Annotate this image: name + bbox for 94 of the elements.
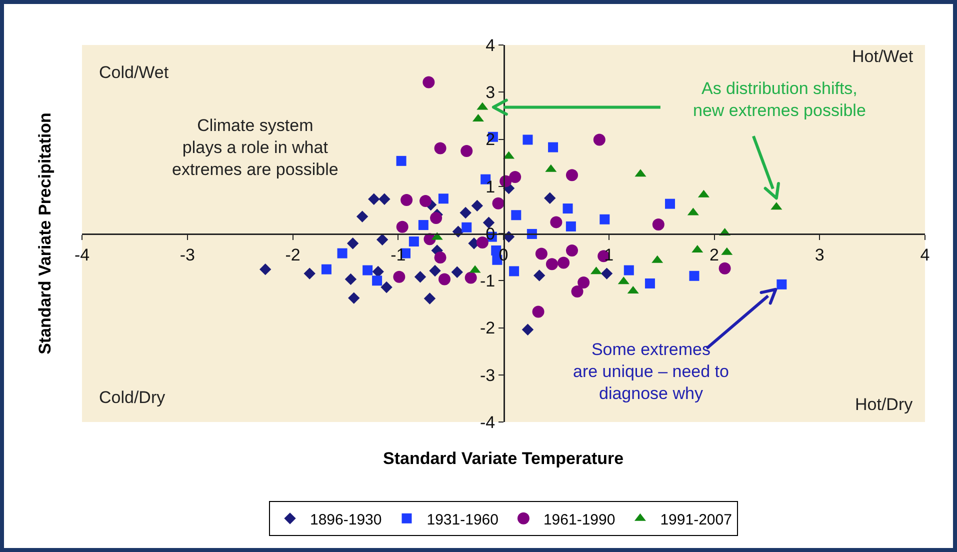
legend-label: 1961-1990 (543, 511, 616, 528)
point (337, 248, 348, 258)
point (393, 270, 406, 283)
x-tick-label: -1 (390, 245, 406, 264)
annotation: Some extremes are unique – need to diagnose why (573, 340, 729, 404)
point (535, 248, 548, 260)
point (422, 76, 435, 88)
point (408, 236, 419, 247)
point (460, 206, 472, 219)
point (260, 263, 272, 276)
y-tick-label: 4 (486, 36, 496, 55)
x-tick-label: 4 (920, 245, 930, 264)
point (396, 156, 406, 166)
point (372, 276, 382, 286)
y-tick-label: 3 (486, 83, 496, 102)
point (776, 279, 787, 290)
point (550, 216, 562, 228)
point (566, 244, 578, 256)
y-tick-label: -4 (480, 412, 496, 432)
annotation: Hot/Dry (855, 395, 914, 414)
point (344, 273, 357, 286)
point (718, 262, 731, 274)
point (509, 170, 522, 183)
point (562, 204, 573, 214)
y-tick-label: 1 (486, 177, 496, 196)
point (460, 145, 473, 158)
point (368, 193, 380, 205)
point (511, 210, 522, 220)
point (414, 271, 426, 283)
point (532, 306, 544, 318)
x-tick-label: -3 (180, 245, 195, 264)
point (348, 292, 360, 304)
point (509, 266, 520, 276)
point (548, 142, 558, 152)
point (471, 200, 484, 212)
point (689, 270, 700, 281)
y-tick-label: -1 (480, 272, 496, 291)
point (522, 324, 534, 336)
point (424, 292, 436, 304)
y-tick-label: -3 (480, 366, 496, 385)
annotation: Cold/Wet (99, 63, 169, 82)
point (652, 218, 664, 231)
annotation: Climate system plays a role in what extremes are possible (172, 116, 338, 180)
point (420, 194, 432, 207)
point (378, 193, 390, 205)
point (430, 212, 442, 224)
x-tick-label: -2 (285, 245, 300, 264)
point (438, 273, 450, 286)
x-tick-label: -4 (74, 245, 90, 264)
annotation: Hot/Wet (852, 47, 914, 66)
point (434, 142, 446, 154)
legend-label: 1896-1930 (310, 511, 382, 528)
point (400, 194, 413, 206)
point (558, 256, 570, 269)
point (462, 222, 472, 232)
point (429, 264, 441, 277)
point (624, 265, 634, 276)
x-axis-title: Standard Variate Temperature (383, 449, 624, 468)
point (578, 276, 590, 289)
x-tick-label: 2 (710, 245, 719, 264)
point (380, 281, 392, 294)
point (492, 197, 504, 210)
point (396, 220, 408, 233)
point (451, 266, 463, 278)
annotation: As distribution shifts, new extremes possible (693, 79, 866, 120)
point (304, 268, 316, 280)
point (482, 216, 495, 229)
point (544, 192, 556, 204)
point (522, 134, 533, 145)
point (438, 194, 448, 204)
y-tick-label: -2 (480, 318, 496, 338)
x-tick-label: 3 (814, 245, 824, 264)
point (600, 214, 610, 224)
y-axis-title: Standard Variate Precipitation (35, 112, 54, 354)
point (566, 169, 578, 182)
point (533, 270, 546, 282)
point (362, 265, 373, 276)
point (593, 134, 606, 146)
point (644, 278, 655, 288)
point (664, 198, 675, 209)
point (600, 268, 613, 280)
point (571, 285, 584, 298)
point (321, 264, 332, 274)
point (376, 234, 388, 246)
point (418, 220, 428, 230)
point (464, 272, 477, 284)
annotation: Cold/Dry (99, 388, 166, 407)
point (566, 221, 576, 232)
point (546, 258, 558, 270)
legend-label: 1931-1960 (426, 511, 498, 528)
legend-label: 1991-2007 (660, 511, 732, 528)
point (356, 210, 368, 222)
point (346, 238, 359, 250)
point (434, 252, 446, 264)
